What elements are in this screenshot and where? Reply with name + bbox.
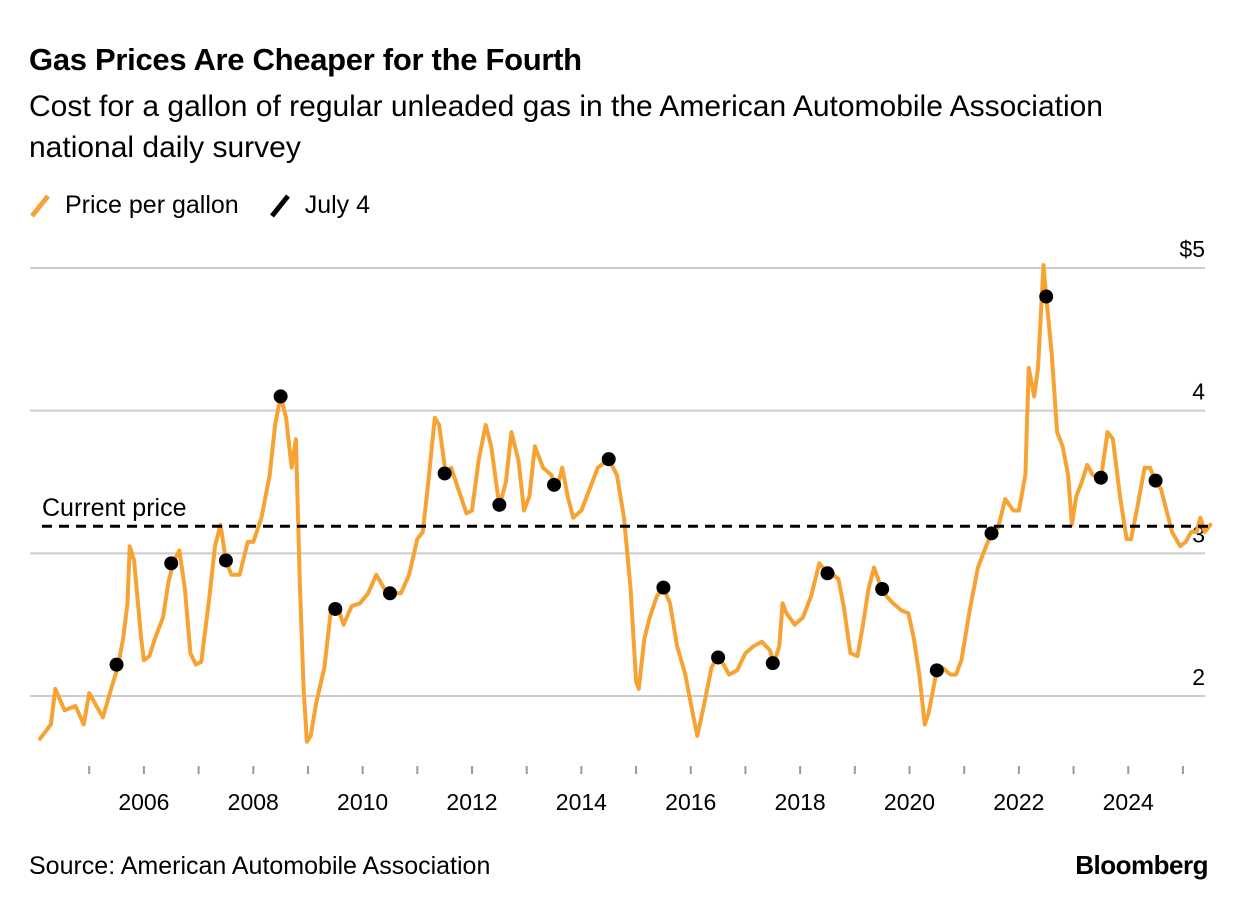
july4-point	[547, 477, 562, 492]
current-price-reference: Current price	[42, 494, 1210, 528]
july4-point	[218, 553, 233, 568]
july4-point	[328, 601, 343, 616]
price-series	[38, 263, 1213, 744]
price-line	[38, 263, 1213, 744]
legend-label-price: Price per gallon	[65, 190, 239, 219]
x-tick-label: 2014	[556, 789, 607, 815]
july4-point	[1093, 470, 1108, 485]
july4-point	[382, 586, 397, 601]
july4-point	[1039, 289, 1054, 304]
y-tick-label: $5	[1179, 236, 1205, 262]
x-tick-label: 2020	[884, 789, 935, 815]
july4-point	[711, 650, 726, 665]
legend-item-price: Price per gallon	[29, 190, 239, 220]
july4-point	[875, 582, 890, 596]
july4-point	[601, 452, 616, 467]
july4-point	[492, 497, 507, 512]
source-note: Source: American Automobile Association	[29, 852, 491, 880]
july4-point	[984, 526, 999, 541]
x-tick-label: 2022	[993, 789, 1044, 815]
y-tick-label: 2	[1192, 664, 1205, 690]
july4-point	[164, 556, 179, 571]
x-tick-label: 2018	[775, 789, 826, 815]
x-tick-label: 2006	[118, 789, 169, 815]
x-tick-label: 2008	[228, 789, 279, 815]
july4-point	[765, 656, 780, 671]
july4-point	[929, 663, 944, 678]
x-axis-labels: 2006 2008 2010 2012 2014 2016 2018 2020 2022 2024	[118, 789, 1154, 815]
y-axis-labels: 234$5	[1179, 236, 1205, 690]
x-tick-label: 2024	[1103, 789, 1154, 815]
chart-title: Gas Prices Are Cheaper for the Fourth	[29, 42, 582, 77]
x-tick-label: 2012	[446, 789, 497, 815]
july4-point	[109, 657, 124, 672]
x-tick-label: 2010	[337, 789, 388, 815]
y-tick-label: 4	[1192, 379, 1205, 405]
chart-subtitle: Cost for a gallon of regular unleaded ga…	[29, 90, 1103, 164]
legend-item-july4: July 4	[269, 190, 370, 220]
legend-swatch-july4	[269, 194, 290, 218]
x-axis-ticks	[88, 766, 1184, 774]
july4-point	[820, 566, 835, 581]
july4-points	[109, 289, 1163, 678]
legend-swatch-price	[30, 194, 50, 218]
july4-point	[656, 580, 671, 595]
july4-point	[1148, 473, 1163, 488]
current-price-label: Current price	[42, 494, 187, 522]
brand-logo: Bloomberg	[1075, 850, 1208, 880]
chart-legend: Price per gallon July 4	[29, 190, 400, 220]
legend-label-july4: July 4	[304, 190, 371, 219]
x-tick-label: 2016	[665, 789, 716, 815]
july4-point	[437, 466, 452, 481]
july4-point	[273, 389, 288, 404]
